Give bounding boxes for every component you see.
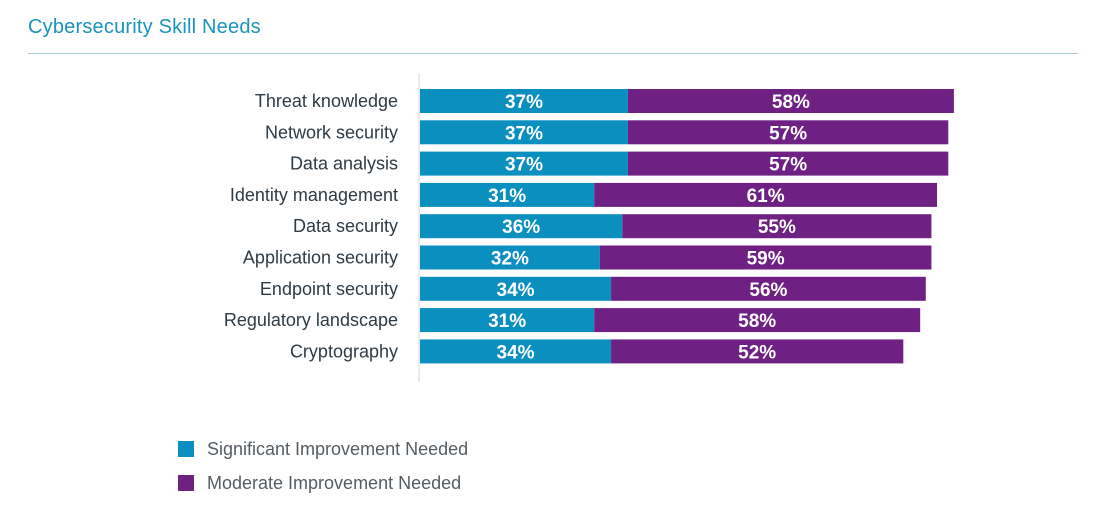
bar-significant-application-security [420, 245, 600, 270]
bar-significant-regulatory-landscape [420, 308, 595, 333]
category-label-data-security: Data security [293, 216, 398, 236]
bar-moderate-data-security [622, 214, 932, 239]
data-label-significant-threat-knowledge: 37% [505, 92, 543, 113]
bar-moderate-application-security [599, 245, 932, 270]
data-label-moderate-threat-knowledge: 58% [772, 92, 810, 113]
category-label-threat-knowledge: Threat knowledge [255, 91, 398, 111]
category-label-network-security: Network security [265, 122, 398, 142]
data-label-moderate-cryptography: 52% [738, 342, 776, 363]
legend-swatch-significant [178, 441, 194, 457]
bar-moderate-data-analysis [627, 151, 949, 176]
data-label-significant-application-security: 32% [491, 249, 529, 270]
data-label-moderate-data-security: 55% [758, 217, 796, 238]
category-label-application-security: Application security [243, 248, 398, 268]
bar-moderate-identity-management [594, 182, 938, 207]
legend-label-significant: Significant Improvement Needed [207, 438, 469, 459]
data-label-significant-network-security: 37% [505, 123, 543, 144]
bar-moderate-cryptography [611, 339, 904, 364]
legend-item-moderate: Moderate Improvement Needed [178, 466, 468, 500]
category-label-endpoint-security: Endpoint security [260, 279, 398, 299]
category-label-regulatory-landscape: Regulatory landscape [224, 310, 398, 330]
data-label-moderate-endpoint-security: 56% [749, 280, 787, 301]
category-label-data-analysis: Data analysis [290, 154, 398, 174]
data-label-moderate-application-security: 59% [747, 249, 785, 270]
bar-significant-threat-knowledge [420, 89, 628, 113]
data-label-significant-data-analysis: 37% [505, 155, 543, 176]
data-label-significant-cryptography: 34% [497, 342, 535, 363]
data-label-moderate-regulatory-landscape: 58% [738, 311, 776, 332]
data-label-moderate-identity-management: 61% [747, 186, 785, 207]
bar-significant-cryptography [420, 339, 612, 364]
bar-moderate-endpoint-security [611, 276, 926, 301]
data-label-significant-identity-management: 31% [488, 186, 526, 207]
data-label-moderate-network-security: 57% [769, 123, 807, 144]
legend-item-significant: Significant Improvement Needed [178, 432, 468, 466]
title-divider [28, 53, 1078, 54]
data-label-significant-data-security: 36% [502, 217, 540, 238]
legend-swatch-moderate [178, 475, 194, 491]
bar-significant-endpoint-security [420, 276, 612, 301]
bar-significant-data-security [420, 214, 623, 239]
bar-significant-data-analysis [420, 151, 628, 176]
chart-title: Cybersecurity Skill Needs [28, 16, 261, 38]
data-label-moderate-data-analysis: 57% [769, 155, 807, 176]
legend-label-moderate: Moderate Improvement Needed [207, 472, 462, 493]
data-label-significant-endpoint-security: 34% [497, 280, 535, 301]
bar-significant-network-security [420, 120, 628, 145]
bar-significant-identity-management [420, 182, 595, 207]
category-label-cryptography: Cryptography [290, 341, 398, 361]
bar-moderate-threat-knowledge [627, 89, 954, 113]
legend: Significant Improvement Needed Moderate … [178, 432, 468, 500]
bar-moderate-network-security [627, 120, 949, 145]
category-label-identity-management: Identity management [230, 185, 398, 205]
data-label-significant-regulatory-landscape: 31% [488, 311, 526, 332]
bar-moderate-regulatory-landscape [594, 308, 921, 333]
